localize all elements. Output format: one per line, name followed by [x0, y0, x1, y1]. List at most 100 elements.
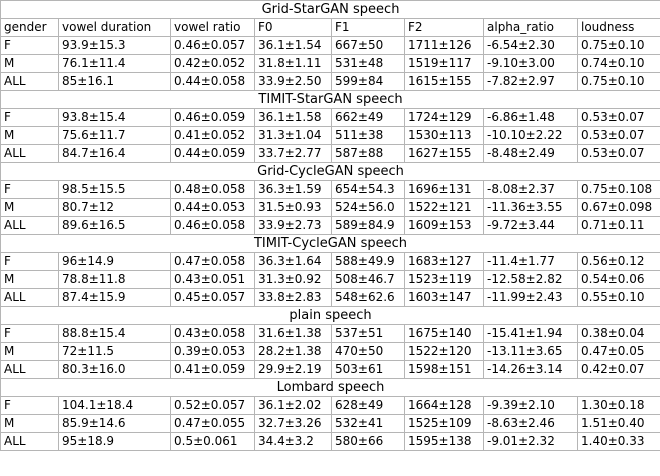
value-cell: 31.6±1.38 [254, 324, 332, 343]
value-cell: 532±41 [331, 414, 405, 433]
value-cell: 84.7±16.4 [58, 144, 171, 163]
value-cell: 1598±151 [404, 360, 484, 379]
section-title-row: TIMIT-StarGAN speech [0, 90, 660, 109]
value-cell: 0.53±0.07 [577, 126, 660, 145]
column-header: loudness [577, 18, 660, 37]
value-cell: 85±16.1 [58, 72, 171, 91]
value-cell: 33.9±2.73 [254, 216, 332, 235]
value-cell: 36.1±2.02 [254, 396, 332, 415]
value-cell: -14.26±3.14 [483, 360, 578, 379]
table-row: M 76.1±11.4 0.42±0.052 31.8±1.11 531±48 1519±… [0, 54, 660, 73]
gender-cell: M [0, 126, 59, 145]
gender-cell: M [0, 270, 59, 289]
section-title-row: TIMIT-CycleGAN speech [0, 234, 660, 253]
value-cell: 0.44±0.058 [170, 72, 255, 91]
section-title: Grid-StarGAN speech [0, 0, 660, 19]
value-cell: 29.9±2.19 [254, 360, 332, 379]
value-cell: -9.72±3.44 [483, 216, 578, 235]
value-cell: 0.54±0.06 [577, 270, 660, 289]
value-cell: 31.3±0.92 [254, 270, 332, 289]
value-cell: 1522±120 [404, 342, 484, 361]
value-cell: -7.82±2.97 [483, 72, 578, 91]
section-title-row: Grid-StarGAN speech [0, 0, 660, 19]
value-cell: 580±66 [331, 432, 405, 451]
value-cell: -11.4±1.77 [483, 252, 578, 271]
value-cell: 0.47±0.05 [577, 342, 660, 361]
value-cell: -9.39±2.10 [483, 396, 578, 415]
value-cell: 0.48±0.058 [170, 180, 255, 199]
value-cell: -11.99±2.43 [483, 288, 578, 307]
value-cell: 1603±147 [404, 288, 484, 307]
value-cell: 72±11.5 [58, 342, 171, 361]
value-cell: 0.42±0.07 [577, 360, 660, 379]
value-cell: 524±56.0 [331, 198, 405, 217]
table-row: M 75.6±11.7 0.41±0.052 31.3±1.04 511±38 1530±… [0, 126, 660, 145]
speech-features-table: Grid-StarGAN speech gender vowel duration v… [0, 0, 660, 451]
value-cell: 537±51 [331, 324, 405, 343]
value-cell: 36.3±1.64 [254, 252, 332, 271]
value-cell: -9.10±3.00 [483, 54, 578, 73]
value-cell: 33.8±2.83 [254, 288, 332, 307]
value-cell: -12.58±2.82 [483, 270, 578, 289]
table-row: F 96±14.9 0.47±0.058 36.3±1.64 588±49.9 1683±… [0, 252, 660, 271]
value-cell: 1519±117 [404, 54, 484, 73]
value-cell: 508±46.7 [331, 270, 405, 289]
value-cell: -8.63±2.46 [483, 414, 578, 433]
column-header: F0 [254, 18, 332, 37]
value-cell: 1696±131 [404, 180, 484, 199]
value-cell: 531±48 [331, 54, 405, 73]
value-cell: 36.1±1.54 [254, 36, 332, 55]
table-row: ALL 80.3±16.0 0.41±0.059 29.9±2.19 503±61 159… [0, 360, 660, 379]
gender-cell: ALL [0, 360, 59, 379]
value-cell: 34.4±3.2 [254, 432, 332, 451]
value-cell: 654±54.3 [331, 180, 405, 199]
value-cell: 0.47±0.058 [170, 252, 255, 271]
value-cell: 0.75±0.10 [577, 72, 660, 91]
value-cell: 1627±155 [404, 144, 484, 163]
table-row: ALL 84.7±16.4 0.44±0.059 33.7±2.77 587±88 162… [0, 144, 660, 163]
gender-cell: ALL [0, 144, 59, 163]
gender-cell: ALL [0, 216, 59, 235]
value-cell: 1530±113 [404, 126, 484, 145]
gender-cell: F [0, 36, 59, 55]
header-row: gender vowel duration vowel ratio F0 F1 F2 alp… [0, 18, 660, 37]
value-cell: 470±50 [331, 342, 405, 361]
value-cell: 1.51±0.40 [577, 414, 660, 433]
value-cell: 589±84.9 [331, 216, 405, 235]
value-cell: 0.45±0.057 [170, 288, 255, 307]
column-header: alpha_ratio [483, 18, 578, 37]
value-cell: 76.1±11.4 [58, 54, 171, 73]
value-cell: 33.7±2.77 [254, 144, 332, 163]
value-cell: 95±18.9 [58, 432, 171, 451]
section-title-row: plain speech [0, 306, 660, 325]
value-cell: 599±84 [331, 72, 405, 91]
section-title: plain speech [0, 306, 660, 325]
value-cell: 0.39±0.053 [170, 342, 255, 361]
table-row: ALL 85±16.1 0.44±0.058 33.9±2.50 599±84 1615±… [0, 72, 660, 91]
value-cell: 1675±140 [404, 324, 484, 343]
table-row: ALL 95±18.9 0.5±0.061 34.4±3.2 580±66 1595±13… [0, 432, 660, 451]
gender-cell: F [0, 180, 59, 199]
value-cell: 36.3±1.59 [254, 180, 332, 199]
value-cell: 1683±127 [404, 252, 484, 271]
value-cell: 87.4±15.9 [58, 288, 171, 307]
table-row: F 93.9±15.3 0.46±0.057 36.1±1.54 667±50 1711±… [0, 36, 660, 55]
column-header: vowel duration [58, 18, 171, 37]
value-cell: -10.10±2.22 [483, 126, 578, 145]
value-cell: 628±49 [331, 396, 405, 415]
value-cell: 0.56±0.12 [577, 252, 660, 271]
value-cell: 1724±129 [404, 108, 484, 127]
gender-cell: ALL [0, 72, 59, 91]
value-cell: 0.67±0.098 [577, 198, 660, 217]
gender-cell: M [0, 414, 59, 433]
value-cell: 88.8±15.4 [58, 324, 171, 343]
value-cell: 31.3±1.04 [254, 126, 332, 145]
value-cell: 28.2±1.38 [254, 342, 332, 361]
value-cell: 1523±119 [404, 270, 484, 289]
value-cell: 0.46±0.057 [170, 36, 255, 55]
gender-cell: F [0, 252, 59, 271]
table-row: M 80.7±12 0.44±0.053 31.5±0.93 524±56.0 1522±… [0, 198, 660, 217]
value-cell: 0.41±0.059 [170, 360, 255, 379]
column-header: F1 [331, 18, 405, 37]
value-cell: 1595±138 [404, 432, 484, 451]
